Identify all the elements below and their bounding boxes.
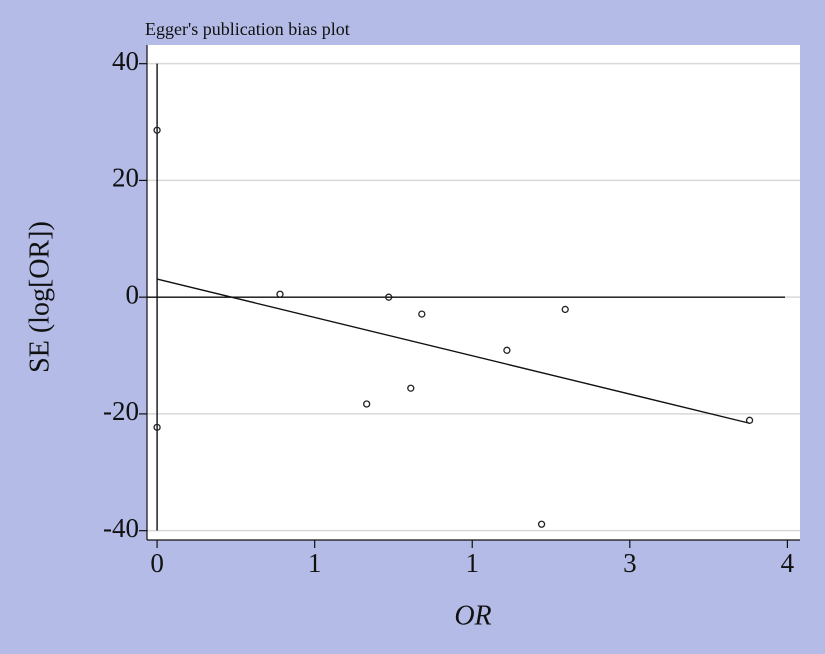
data-point	[407, 384, 415, 392]
y-tick-label: 20	[112, 163, 139, 193]
data-point	[153, 126, 161, 134]
x-axis-label: OR	[454, 600, 491, 631]
data-point	[276, 290, 284, 298]
x-tick-label: 0	[150, 548, 164, 578]
y-tick-label: -20	[103, 396, 139, 426]
y-tick-label: 40	[112, 46, 139, 76]
data-point	[537, 520, 546, 528]
chart-title: Egger's publication bias plot	[145, 19, 350, 39]
x-tick-label: 1	[465, 548, 479, 578]
data-point	[385, 293, 393, 301]
y-axis-label: SE (log[OR])	[24, 221, 55, 373]
data-point	[561, 305, 569, 314]
x-tick-label: 3	[623, 548, 637, 578]
data-point	[418, 310, 426, 318]
fit-line	[156, 278, 750, 424]
x-tick-label: 4	[781, 548, 795, 578]
plot-area	[147, 45, 800, 540]
data-point	[745, 416, 754, 424]
x-tick-label: 1	[308, 548, 322, 578]
data-point	[153, 423, 161, 431]
data-point	[363, 400, 371, 408]
data-point	[503, 346, 511, 354]
y-tick-label: 0	[126, 279, 140, 309]
y-tick-label: -40	[103, 513, 139, 543]
